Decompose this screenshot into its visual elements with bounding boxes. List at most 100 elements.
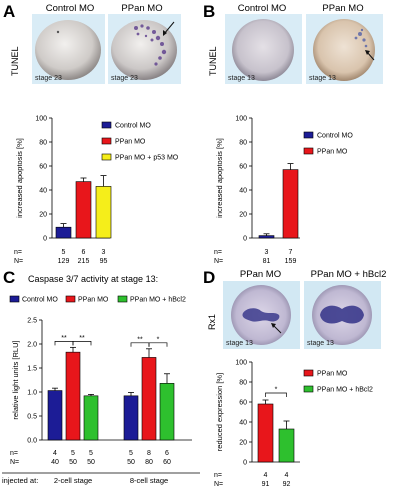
- chart-b-N-value-1: 159: [285, 258, 297, 265]
- chart-b-y-tick-label: 0: [243, 236, 247, 243]
- chart-b-y-tick-label: 20: [239, 212, 247, 219]
- chart-d-sig-label: *: [275, 387, 278, 394]
- panel-d-rescue-image: stage 13: [304, 281, 381, 349]
- panel-d-col2-title: PPan MO + hBcl2: [310, 269, 387, 280]
- chart-d-y-tick-label: 0: [243, 460, 247, 467]
- chart-b-y-tick-label: 100: [235, 116, 247, 123]
- chart-c-N-label: N=: [10, 459, 19, 466]
- panel-b-stage-2: stage 13: [309, 75, 336, 82]
- panel-d-ppan-image: stage 13: [223, 281, 300, 349]
- chart-d-y-tick-label: 20: [239, 440, 247, 447]
- chart-c-n-label: n=: [10, 450, 18, 457]
- chart-c-group-1-bar-0: [123, 395, 139, 441]
- chart-d-n-label: n=: [214, 472, 222, 479]
- chart-a-n-value-1: 6: [82, 249, 86, 256]
- chart-a-n-label: n=: [14, 249, 22, 256]
- chart-c-group-0-sig-label-0: **: [61, 335, 67, 342]
- panel-b-stage-1: stage 13: [228, 75, 255, 82]
- chart-a-n-value-2: 3: [102, 249, 106, 256]
- panel-a-stage-1: stage 23: [35, 75, 62, 82]
- chart-c-y-axis-label: relative light units [RLU]: [11, 340, 20, 419]
- chart-c-y-tick-label: 1.5: [27, 366, 37, 373]
- chart-a-y-tick-label: 80: [39, 140, 47, 147]
- panel-a-ppan-embryo: [111, 20, 177, 80]
- chart-c-group-1-label: 8-cell stage: [130, 476, 168, 485]
- chart-c-legend-label-0: Control MO: [22, 297, 58, 304]
- panel-d-chart: 0 20 40 60 80 100 reduced expression [%] * PPan …: [214, 360, 373, 489]
- chart-b-y-tick-label: 80: [239, 140, 247, 147]
- chart-b-y-axis-label: increased apoptosis [%]: [215, 138, 224, 218]
- panel-b-row-label: TUNEL: [208, 46, 218, 76]
- chart-d-n-value-0: 4: [264, 472, 268, 479]
- chart-c-group-0-N-value-1: 50: [69, 459, 77, 466]
- chart-c-group-0-bar-1: [65, 351, 81, 441]
- panel-a-stage-2: stage 23: [111, 75, 138, 82]
- chart-c-y-tick-label: 0.0: [27, 438, 37, 445]
- panel-b-ppan-image: stage 13: [306, 14, 383, 84]
- chart-c-group-1-sig-label-0: **: [137, 336, 143, 343]
- chart-c-group-1-sig-bracket-1: [148, 342, 168, 347]
- chart-a-legend-swatch-0: [101, 121, 112, 129]
- panel-b-chart: 0 20 40 60 80 100 increased apoptosis [%] Contr…: [214, 116, 353, 266]
- chart-d-y-tick-label: 60: [239, 400, 247, 407]
- chart-a-legend-label-2: PPan MO + p53 MO: [115, 155, 179, 162]
- chart-d-legend-swatch-1: [303, 385, 314, 393]
- chart-b-bar-0: [258, 235, 275, 239]
- chart-a-y-axis-label: increased apoptosis [%]: [15, 138, 24, 218]
- panel-a-ppan-image: stage 23: [108, 14, 181, 84]
- chart-a-legend-label-1: PPan MO: [115, 139, 146, 146]
- chart-c-legend-swatch-0: [9, 295, 20, 303]
- chart-b-N-label: N=: [214, 258, 223, 265]
- panel-b-ppan-embryo: [313, 19, 375, 81]
- chart-a-y-tick-label: 60: [39, 164, 47, 171]
- chart-b-N-value-0: 81: [263, 258, 271, 265]
- panel-b-control-image: stage 13: [225, 14, 302, 84]
- chart-c-y-tick-label: 0.5: [27, 414, 37, 421]
- chart-d-legend-label-1: PPan MO + hBcl2: [317, 387, 373, 394]
- chart-a-N-value-1: 215: [78, 258, 90, 265]
- chart-c-group-0-n-value-1: 5: [71, 450, 75, 457]
- chart-a-legend-swatch-1: [101, 137, 112, 145]
- chart-c-group-1-N-value-0: 50: [127, 459, 135, 466]
- chart-d-legend-label-0: PPan MO: [317, 371, 348, 378]
- chart-c-group-1-bar-1: [141, 357, 157, 441]
- chart-c-group-1-bar-2: [159, 383, 175, 441]
- panel-a-label: A: [3, 2, 16, 21]
- chart-c-group-0-label: 2-cell stage: [54, 476, 92, 485]
- chart-a-N-label: N=: [14, 258, 23, 265]
- chart-a-bar-1: [75, 181, 92, 239]
- chart-b-y-tick-label: 40: [239, 188, 247, 195]
- panel-a-chart: 0 20 40 60 80 100 increased apoptosis [%] Contr…: [14, 116, 179, 266]
- panel-b-label: B: [203, 2, 216, 21]
- chart-d-bar-1: [278, 428, 295, 463]
- chart-a-legend-label-0: Control MO: [115, 123, 151, 130]
- chart-c-y-tick-label: 2.5: [27, 318, 37, 325]
- chart-c-group-0-sig-bracket-0: [54, 341, 74, 346]
- chart-c-group-0-N-value-2: 50: [87, 459, 95, 466]
- panel-c-title: Caspase 3/7 activity at stage 13:: [28, 274, 159, 284]
- chart-c-group-1-sig-label-1: *: [157, 336, 160, 343]
- panel-b-col1-title: Control MO: [237, 3, 287, 14]
- panel-b-control-embryo: [232, 19, 294, 81]
- chart-b-legend-swatch-0: [303, 131, 314, 139]
- chart-a-bar-2: [95, 186, 112, 239]
- chart-b-legend-swatch-1: [303, 147, 314, 155]
- panel-d-label: D: [203, 268, 216, 287]
- chart-c-y-tick-label: 2.0: [27, 342, 37, 349]
- chart-c-group-0-n-value-2: 5: [89, 450, 93, 457]
- chart-c-group-0-bar-0: [47, 390, 63, 441]
- panel-d-stage-2: stage 13: [307, 340, 334, 347]
- chart-a-legend-swatch-2: [101, 153, 112, 161]
- chart-d-y-tick-label: 100: [235, 360, 247, 367]
- chart-b-n-value-1: 7: [289, 249, 293, 256]
- chart-b-n-label: n=: [214, 249, 222, 256]
- chart-a-y-tick-label: 0: [43, 236, 47, 243]
- chart-a-N-value-0: 129: [58, 258, 70, 265]
- chart-a-y-tick-label: 20: [39, 212, 47, 219]
- chart-b-n-value-0: 3: [265, 249, 269, 256]
- chart-c-group-0-n-value-0: 4: [53, 450, 57, 457]
- panel-b-col2-title: PPan MO: [322, 3, 364, 14]
- chart-a-y-tick-label: 100: [35, 116, 47, 123]
- chart-c-group-1-sig-bracket-0: [130, 342, 150, 347]
- chart-d-N-value-0: 91: [262, 481, 270, 488]
